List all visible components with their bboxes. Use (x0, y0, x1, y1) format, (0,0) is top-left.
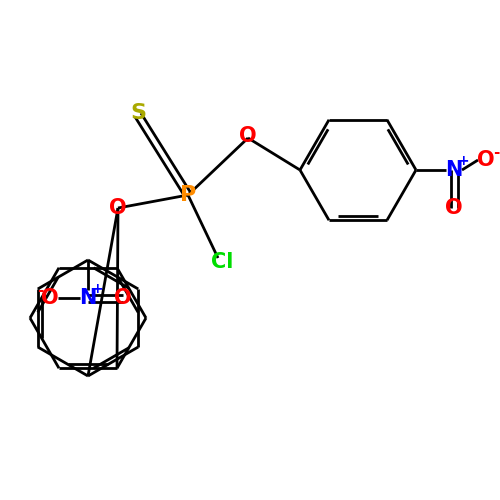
Text: Cl: Cl (211, 252, 233, 272)
Text: -: - (493, 144, 499, 160)
Text: O: O (445, 198, 463, 218)
Text: O: O (239, 126, 257, 146)
Text: O: O (109, 198, 127, 218)
Text: P: P (180, 185, 196, 205)
Text: S: S (130, 103, 146, 123)
Text: +: + (91, 282, 103, 296)
Text: O: O (41, 288, 59, 308)
Text: N: N (446, 160, 462, 180)
Text: N: N (80, 288, 96, 308)
Text: -: - (37, 282, 43, 298)
Text: O: O (114, 288, 132, 308)
Text: O: O (477, 150, 495, 170)
Text: +: + (457, 154, 469, 168)
